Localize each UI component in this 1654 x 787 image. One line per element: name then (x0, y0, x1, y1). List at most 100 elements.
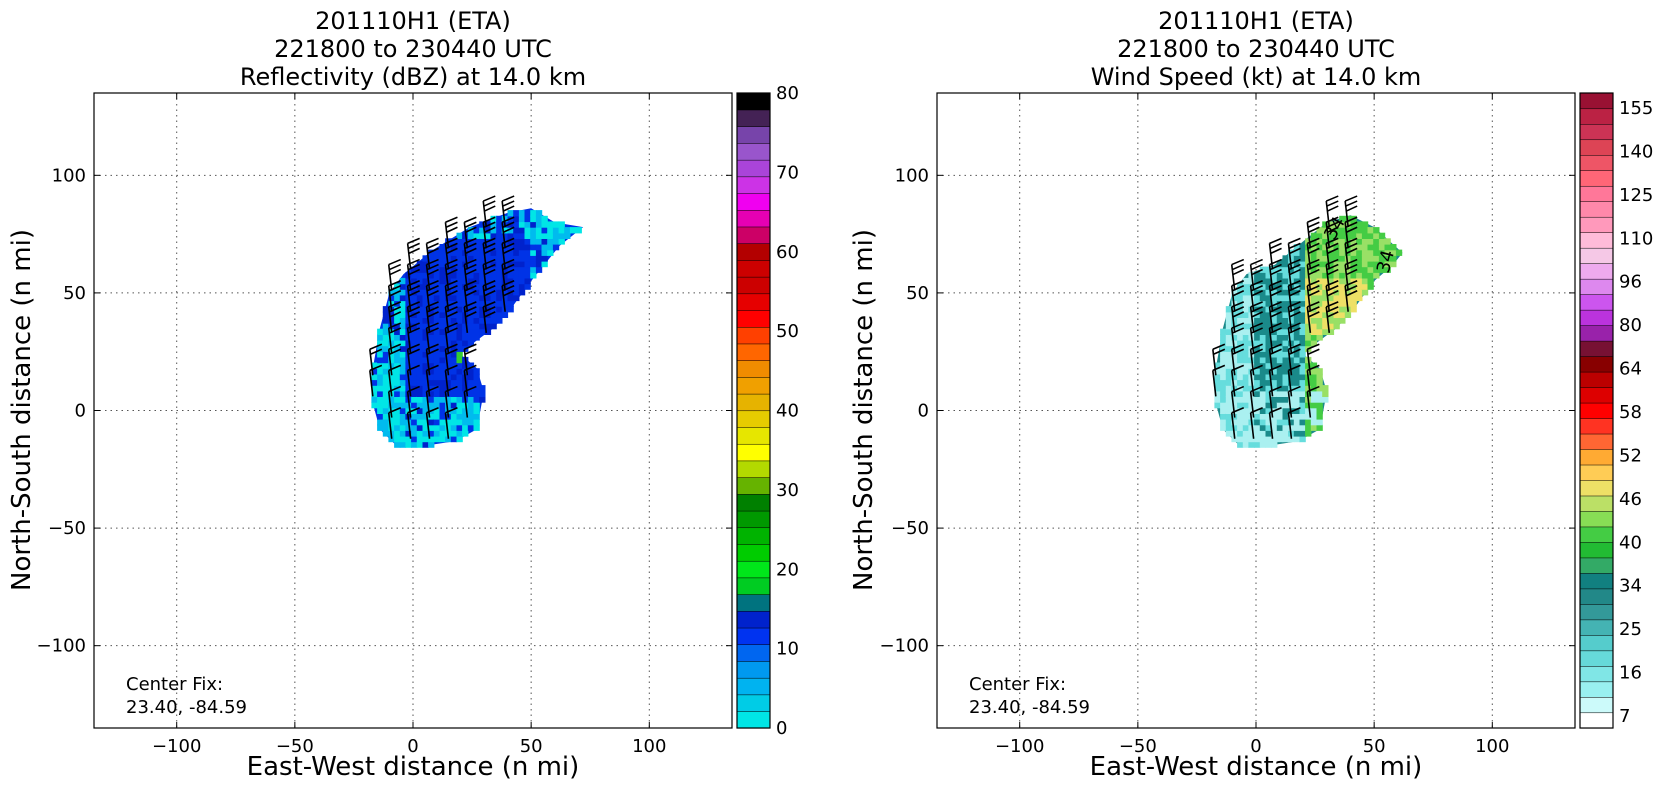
field-cell (439, 255, 446, 262)
field-cell (399, 277, 407, 285)
field-cell (1350, 277, 1357, 285)
field-cell (433, 272, 441, 279)
colorbar-segment (1579, 448, 1614, 466)
colorbar-tick-label: 46 (1619, 489, 1642, 510)
field-cell (1242, 283, 1250, 290)
field-cell (479, 283, 486, 290)
field-cell (1373, 244, 1380, 251)
field-cell (382, 334, 390, 341)
field-cell (1265, 294, 1272, 302)
field-cell (541, 255, 548, 262)
field-cell (467, 232, 475, 239)
chart-title-line-1: 201110H1 (ETA) (315, 7, 511, 35)
field-cell (1282, 419, 1289, 426)
field-cell (405, 339, 412, 347)
field-cell (1361, 227, 1369, 234)
field-cell (1327, 255, 1335, 262)
field-cell (1316, 272, 1323, 279)
field-cell (479, 227, 486, 234)
field-cell (1220, 356, 1227, 364)
field-cell (439, 385, 446, 392)
field-cell (1322, 266, 1329, 273)
field-cell (1242, 379, 1250, 386)
field-cell (456, 407, 463, 414)
field-cell (569, 227, 577, 234)
field-cell (1242, 413, 1250, 420)
field-cell (456, 402, 463, 409)
field-cell (399, 362, 407, 369)
field-cell (1310, 407, 1318, 414)
field-cell (428, 424, 435, 431)
field-cell (388, 402, 395, 409)
field-cell (513, 255, 520, 262)
field-cell (1271, 272, 1278, 279)
field-cell (1254, 424, 1261, 431)
field-cell (1259, 306, 1267, 313)
field-cell (439, 407, 446, 414)
field-cell (399, 402, 407, 409)
field-cell (422, 424, 429, 431)
field-cell (1327, 283, 1335, 290)
field-cell (411, 283, 418, 290)
field-cell (1271, 419, 1278, 426)
field-cell (479, 244, 486, 251)
field-cell (1214, 390, 1221, 397)
field-cell (473, 300, 480, 307)
field-cell (1356, 294, 1363, 302)
field-cell (1322, 294, 1329, 302)
field-cell (524, 260, 531, 268)
field-cell (399, 390, 407, 397)
field-cell (490, 300, 497, 307)
field-cell (1316, 260, 1323, 268)
colorbar-segment (1579, 154, 1614, 171)
field-cell (1356, 260, 1363, 268)
field-cell (450, 260, 458, 268)
field-cell (547, 221, 554, 228)
field-cell (1242, 277, 1250, 285)
field-cell (1305, 277, 1312, 285)
field-cell (1242, 289, 1250, 296)
field-cell (399, 396, 407, 403)
field-cell (1231, 402, 1238, 409)
field-cell (1310, 277, 1318, 285)
field-cell (1276, 373, 1284, 381)
field-cell (1242, 419, 1250, 426)
field-cell (433, 413, 441, 420)
center-fix-label: Center Fix: (126, 674, 223, 695)
field-cell (1361, 232, 1369, 239)
field-cell (422, 328, 429, 335)
field-cell (428, 419, 435, 426)
field-cell (1322, 277, 1329, 285)
colorbar-frame (736, 92, 771, 729)
field-cell (1339, 300, 1346, 307)
field-cell (1220, 402, 1227, 409)
field-cell (479, 385, 486, 392)
field-cell (388, 294, 395, 302)
field-cell (1316, 277, 1323, 285)
field-cell (1231, 435, 1238, 443)
field-cell (1310, 339, 1318, 347)
field-cell (382, 379, 390, 386)
field-cell (1310, 294, 1318, 302)
colorbar-segment (1579, 665, 1614, 683)
field-cell (416, 351, 424, 358)
field-cell (428, 368, 435, 375)
field-cell (1254, 441, 1261, 448)
field-cell (433, 339, 441, 347)
colorbar-tick-label: 25 (1619, 619, 1642, 640)
field-cell (1282, 379, 1289, 386)
field-cell (1242, 294, 1250, 302)
field-cell (1299, 390, 1306, 397)
field-cell (1367, 244, 1374, 251)
field-cell (1299, 385, 1306, 392)
field-cell (399, 328, 407, 335)
field-cell (1271, 435, 1278, 443)
field-cell (433, 255, 441, 262)
field-cell (1254, 368, 1261, 375)
field-cell (473, 306, 480, 313)
field-cell (473, 283, 480, 290)
field-cell (445, 294, 452, 302)
colorbar-segment (1579, 325, 1614, 342)
field-cell (411, 334, 418, 341)
field-cell (1237, 368, 1244, 375)
